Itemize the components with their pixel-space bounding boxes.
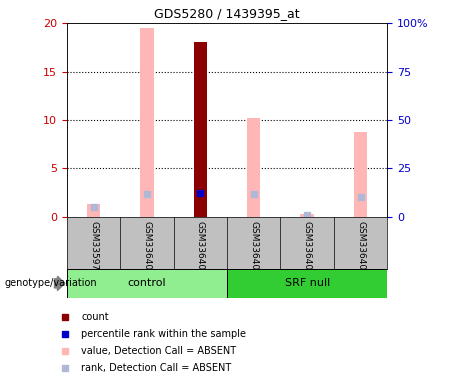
Bar — [194, 43, 207, 217]
Text: control: control — [128, 278, 166, 288]
Text: GSM336405: GSM336405 — [142, 221, 152, 276]
Bar — [87, 204, 100, 217]
Text: percentile rank within the sample: percentile rank within the sample — [81, 329, 246, 339]
Text: GSM336406: GSM336406 — [196, 221, 205, 276]
Text: value, Detection Call = ABSENT: value, Detection Call = ABSENT — [81, 346, 236, 356]
Bar — [227, 269, 387, 298]
Text: GSM335971: GSM335971 — [89, 221, 98, 276]
Bar — [140, 28, 154, 217]
Text: GSM336408: GSM336408 — [302, 221, 312, 276]
Bar — [67, 269, 227, 298]
Text: genotype/variation: genotype/variation — [5, 278, 97, 288]
Text: GSM336407: GSM336407 — [249, 221, 258, 276]
Title: GDS5280 / 1439395_at: GDS5280 / 1439395_at — [154, 7, 300, 20]
Text: SRF null: SRF null — [284, 278, 330, 288]
Text: rank, Detection Call = ABSENT: rank, Detection Call = ABSENT — [81, 363, 231, 373]
Text: count: count — [81, 312, 109, 322]
Text: GSM336409: GSM336409 — [356, 221, 365, 276]
Bar — [194, 43, 207, 217]
Bar — [354, 132, 367, 217]
Bar — [301, 214, 314, 217]
Bar — [247, 118, 260, 217]
FancyArrow shape — [54, 276, 65, 291]
